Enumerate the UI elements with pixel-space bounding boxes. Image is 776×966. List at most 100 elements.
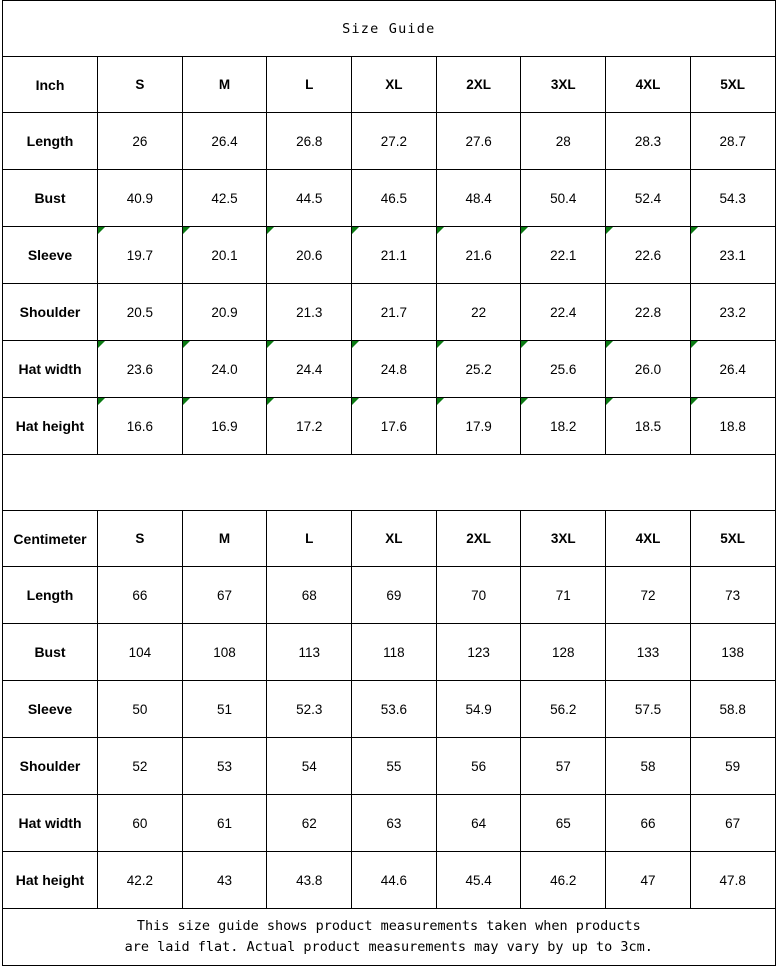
cell-shoulder-4xl: 22.8 [605, 283, 691, 341]
cell-sleeve-l: 20.6 [266, 226, 353, 284]
size-header-s: S [97, 510, 183, 567]
cell-bust-xl: 46.5 [351, 169, 437, 227]
cell-bust-2xl: 123 [435, 623, 522, 681]
cell-hat-height-5xl: 18.8 [689, 397, 776, 455]
size-guide-note: This size guide shows product measuremen… [2, 908, 776, 966]
row-label-hat-height: Hat height [2, 851, 98, 909]
cell-hat-width-s: 23.6 [97, 340, 183, 398]
cell-shoulder-xl: 55 [351, 737, 437, 795]
table-row: Length 26 26.4 26.8 27.2 27.6 28 28.3 28.7 [2, 112, 776, 170]
cell-hat-width-l: 24.4 [266, 340, 353, 398]
cell-hat-width-4xl: 26.0 [605, 340, 691, 398]
cell-bust-s: 104 [97, 623, 183, 681]
cell-hat-height-2xl: 17.9 [435, 397, 522, 455]
size-header-4xl: 4XL [605, 510, 691, 567]
cell-length-l: 68 [266, 566, 353, 624]
note-row: This size guide shows product measuremen… [2, 908, 776, 966]
cell-hat-height-m: 43 [181, 851, 268, 909]
table-row: Shoulder 20.5 20.9 21.3 21.7 22 22.4 22.8 23.2 [2, 283, 776, 341]
cell-hat-height-l: 17.2 [266, 397, 353, 455]
size-header-5xl: 5XL [689, 510, 776, 567]
cell-hat-width-4xl: 66 [605, 794, 691, 852]
cell-hat-width-m: 61 [181, 794, 268, 852]
cell-length-xl: 27.2 [351, 112, 437, 170]
row-label-length: Length [2, 112, 98, 170]
table-row: Hat width 23.6 24.0 24.4 24.8 25.2 25.6 26.0 26.… [2, 340, 776, 398]
cell-length-xl: 69 [351, 566, 437, 624]
cell-hat-height-s: 16.6 [97, 397, 183, 455]
size-header-4xl: 4XL [605, 56, 691, 113]
cell-length-l: 26.8 [266, 112, 353, 170]
cell-sleeve-s: 50 [97, 680, 183, 738]
cell-sleeve-5xl: 23.1 [689, 226, 776, 284]
size-header-xl: XL [351, 56, 437, 113]
size-header-2xl: 2XL [435, 510, 522, 567]
cell-bust-2xl: 48.4 [435, 169, 522, 227]
cell-bust-3xl: 50.4 [520, 169, 607, 227]
cell-hat-width-5xl: 26.4 [689, 340, 776, 398]
cell-shoulder-2xl: 56 [435, 737, 522, 795]
row-label-hat-height: Hat height [2, 397, 98, 455]
table-row: Shoulder 52 53 54 55 56 57 58 59 [2, 737, 776, 795]
size-header-xl: XL [351, 510, 437, 567]
table-row: Hat height 16.6 16.9 17.2 17.6 17.9 18.2 18.5 18… [2, 397, 776, 455]
cell-shoulder-xl: 21.7 [351, 283, 437, 341]
cell-hat-width-5xl: 67 [689, 794, 776, 852]
size-header-3xl: 3XL [520, 510, 607, 567]
cell-bust-s: 40.9 [97, 169, 183, 227]
cell-shoulder-3xl: 57 [520, 737, 607, 795]
cell-hat-width-m: 24.0 [181, 340, 268, 398]
row-label-length: Length [2, 566, 98, 624]
cell-shoulder-5xl: 59 [689, 737, 776, 795]
header-row: Centimeter S M L XL 2XL 3XL 4XL 5XL [2, 510, 776, 567]
cell-sleeve-l: 52.3 [266, 680, 353, 738]
cell-shoulder-s: 52 [97, 737, 183, 795]
cell-length-3xl: 28 [520, 112, 607, 170]
cell-shoulder-5xl: 23.2 [689, 283, 776, 341]
cell-length-s: 26 [97, 112, 183, 170]
cell-bust-m: 42.5 [181, 169, 268, 227]
row-label-shoulder: Shoulder [2, 737, 98, 795]
cell-hat-height-4xl: 18.5 [605, 397, 691, 455]
note-line-1: This size guide shows product measuremen… [136, 918, 641, 935]
cell-hat-height-s: 42.2 [97, 851, 183, 909]
cell-hat-width-3xl: 65 [520, 794, 607, 852]
row-label-sleeve: Sleeve [2, 226, 98, 284]
cell-hat-height-3xl: 18.2 [520, 397, 607, 455]
cell-bust-xl: 118 [351, 623, 437, 681]
row-label-sleeve: Sleeve [2, 680, 98, 738]
cell-sleeve-3xl: 56.2 [520, 680, 607, 738]
table-spacer-row [2, 454, 776, 511]
cell-shoulder-4xl: 58 [605, 737, 691, 795]
cell-shoulder-2xl: 22 [435, 283, 522, 341]
table-row: Sleeve 50 51 52.3 53.6 54.9 56.2 57.5 58.8 [2, 680, 776, 738]
size-header-m: M [181, 56, 268, 113]
cell-length-m: 26.4 [181, 112, 268, 170]
cell-length-3xl: 71 [520, 566, 607, 624]
cell-shoulder-m: 53 [181, 737, 268, 795]
size-header-l: L [266, 56, 353, 113]
cell-sleeve-2xl: 54.9 [435, 680, 522, 738]
cell-hat-height-xl: 44.6 [351, 851, 437, 909]
cell-shoulder-3xl: 22.4 [520, 283, 607, 341]
cell-length-2xl: 70 [435, 566, 522, 624]
row-label-hat-width: Hat width [2, 794, 98, 852]
cell-hat-height-m: 16.9 [181, 397, 268, 455]
cell-hat-height-4xl: 47 [605, 851, 691, 909]
cell-hat-height-l: 43.8 [266, 851, 353, 909]
unit-header-centimeter: Centimeter [2, 510, 98, 567]
row-label-bust: Bust [2, 169, 98, 227]
cell-length-m: 67 [181, 566, 268, 624]
table-row: Hat width 60 61 62 63 64 65 66 67 [2, 794, 776, 852]
cell-hat-height-5xl: 47.8 [689, 851, 776, 909]
row-label-hat-width: Hat width [2, 340, 98, 398]
cell-sleeve-s: 19.7 [97, 226, 183, 284]
size-header-m: M [181, 510, 268, 567]
page-title: Size Guide [2, 0, 776, 57]
table-row: Hat height 42.2 43 43.8 44.6 45.4 46.2 47 47.8 [2, 851, 776, 909]
table-row: Sleeve 19.7 20.1 20.6 21.1 21.6 22.1 22.6 23.1 [2, 226, 776, 284]
size-header-5xl: 5XL [689, 56, 776, 113]
cell-bust-4xl: 52.4 [605, 169, 691, 227]
